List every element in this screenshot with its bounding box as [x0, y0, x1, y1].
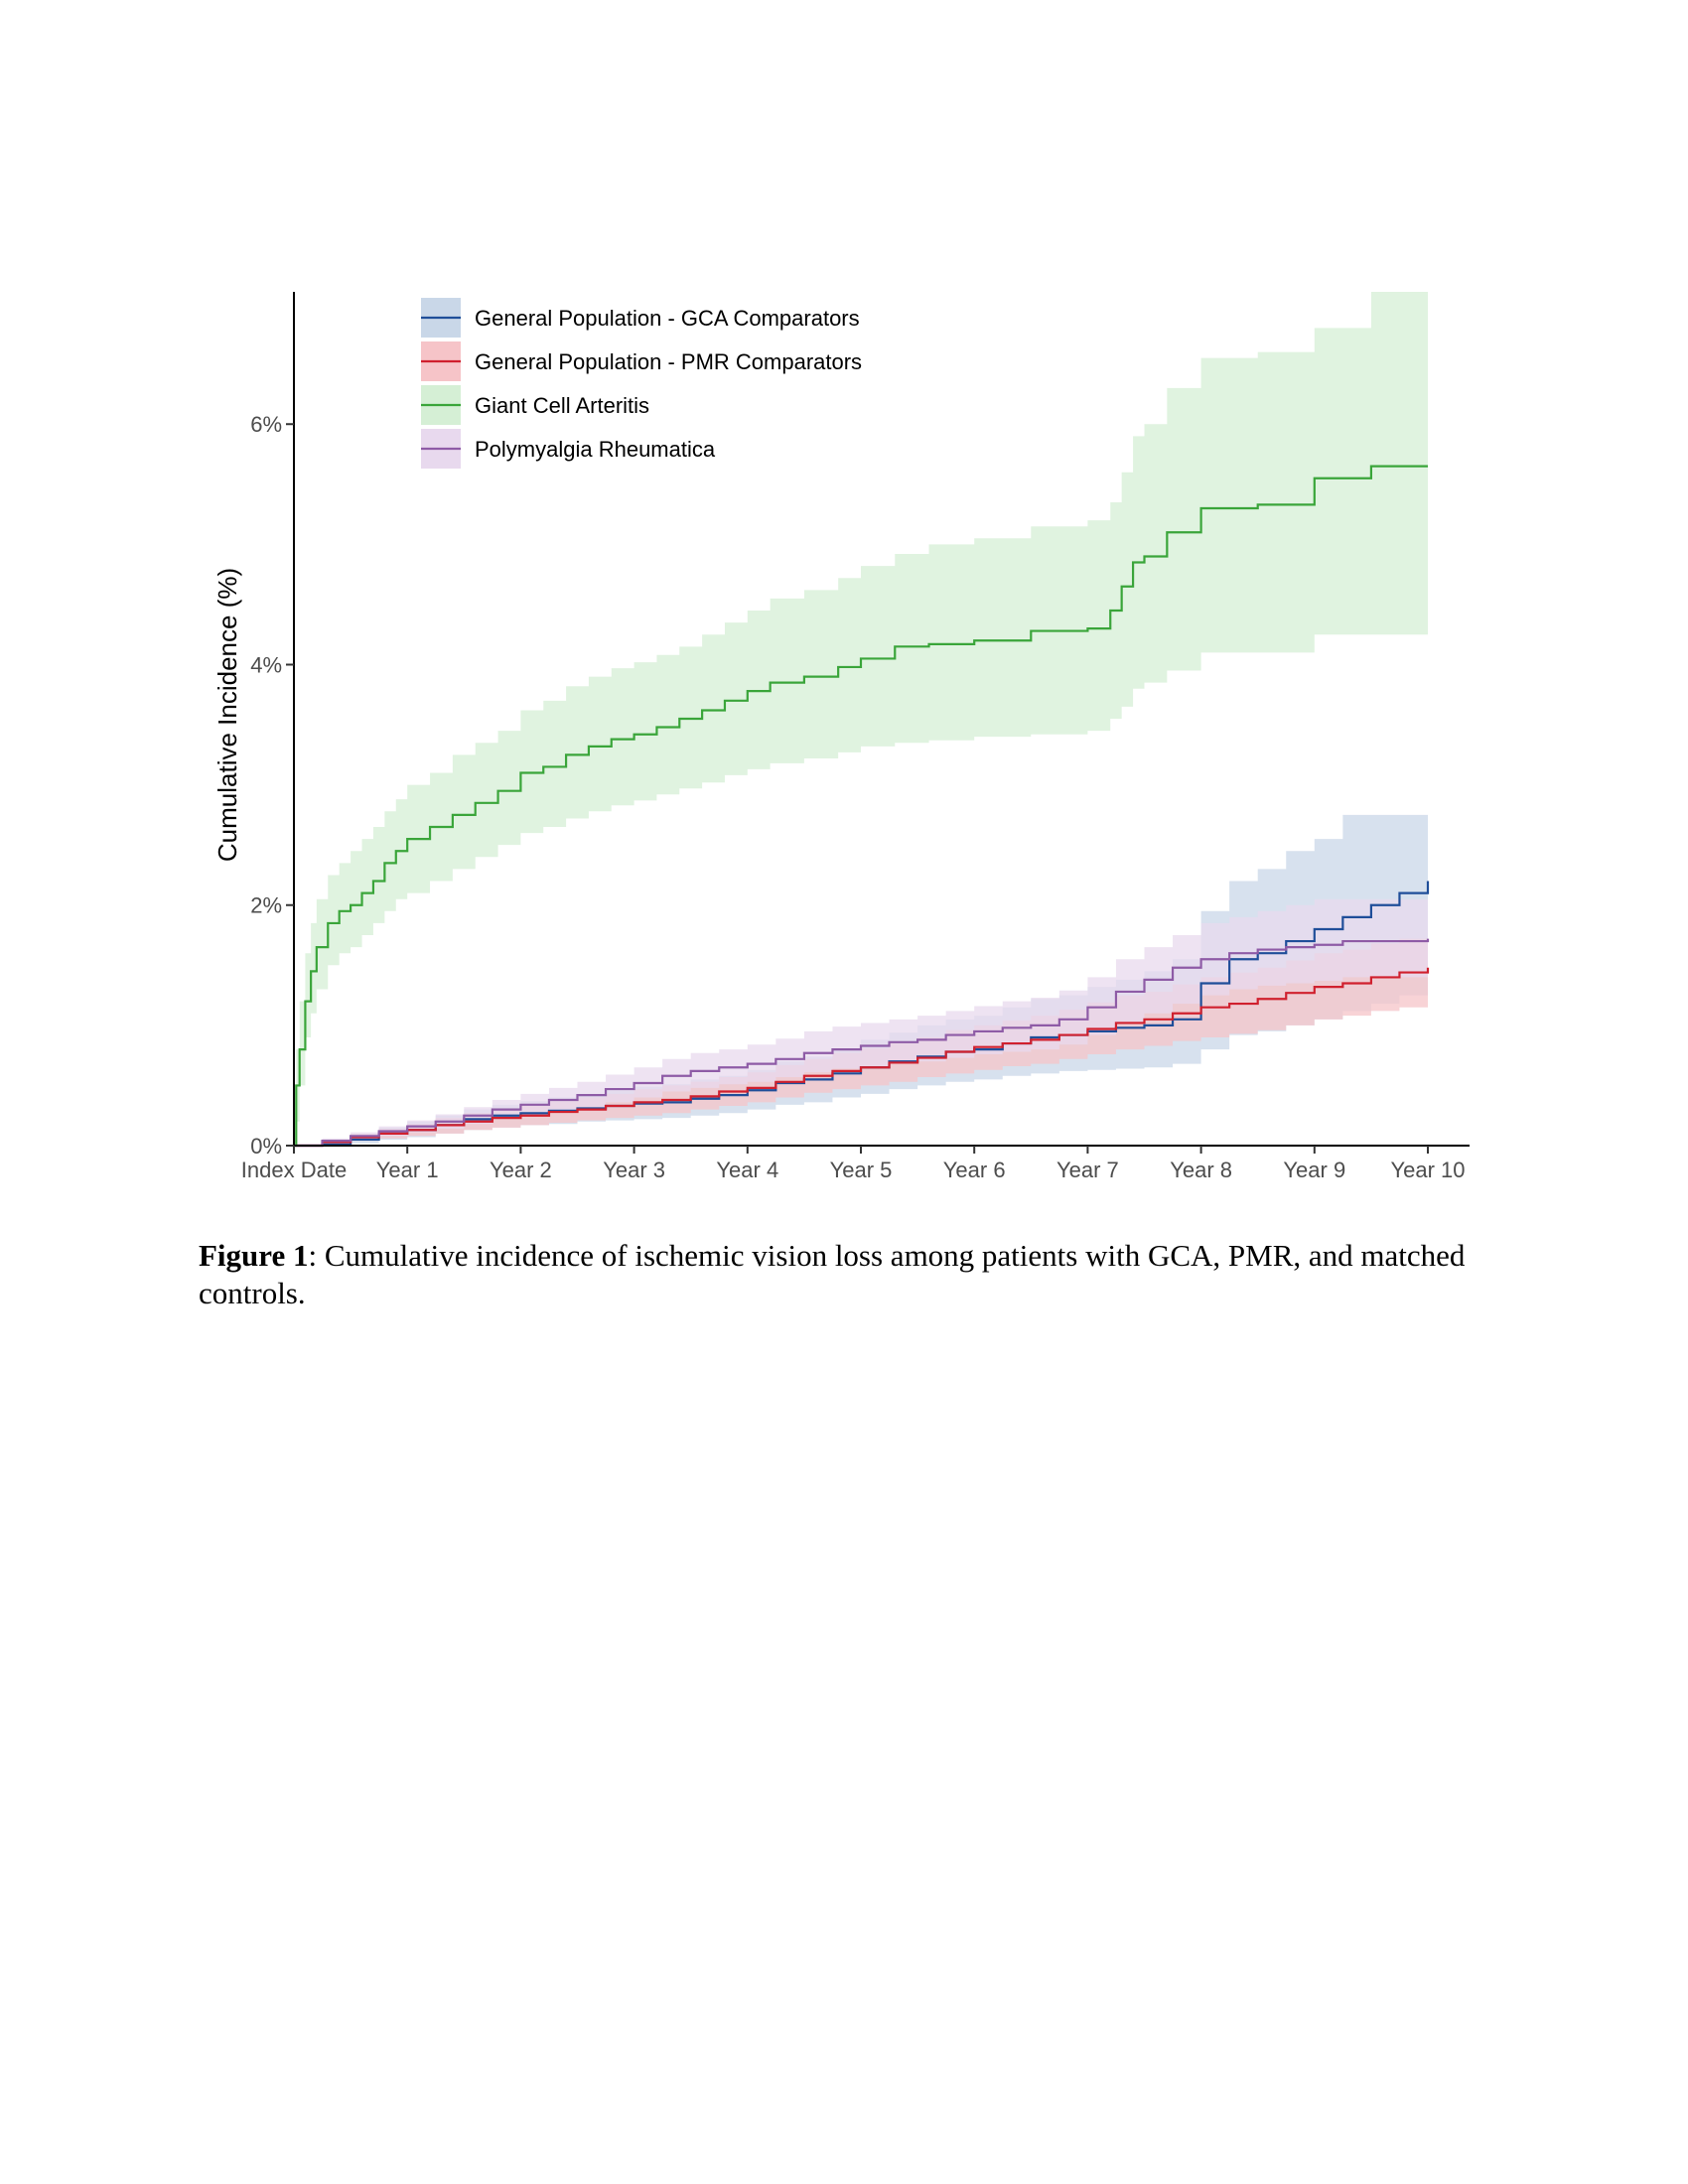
x-tick-label: Year 5 — [830, 1158, 893, 1182]
series-line-giant-cell-arteritis — [294, 465, 1428, 1148]
x-tick-label: Year 10 — [1390, 1158, 1465, 1182]
legend-label: General Population - PMR Comparators — [475, 349, 862, 374]
figure-caption: Figure 1: Cumulative incidence of ischem… — [199, 1237, 1489, 1312]
y-tick-label: 4% — [250, 652, 282, 677]
x-tick-label: Year 8 — [1170, 1158, 1232, 1182]
x-tick-label: Year 2 — [490, 1158, 552, 1182]
legend-item-giant-cell-arteritis: Giant Cell Arteritis — [421, 385, 649, 425]
legend-label: Giant Cell Arteritis — [475, 393, 649, 418]
y-tick-label: 6% — [250, 412, 282, 437]
figure-caption-text: : Cumulative incidence of ischemic visio… — [199, 1238, 1466, 1310]
series-line-polymyalgia-rheumatica — [294, 938, 1430, 1148]
x-tick-label: Year 6 — [943, 1158, 1006, 1182]
legend-item-general-population-pmr-comparators: General Population - PMR Comparators — [421, 341, 862, 381]
axes: Index Date Year 1 Year 2 Year 3 Year 4 Year 5… — [241, 292, 1470, 1182]
x-tick-label: Year 3 — [603, 1158, 665, 1182]
y-axis-title: Cumulative Incidence (%) — [212, 568, 242, 862]
confidence-band-general-population-gca-comparators — [294, 778, 1428, 1146]
figure: Index Date Year 1 Year 2 Year 3 Year 4 Year 5… — [199, 292, 1470, 1310]
legend-item-general-population-gca-comparators: General Population - GCA Comparators — [421, 298, 860, 338]
x-tick-label: Index Date — [241, 1158, 347, 1182]
x-tick-label: Year 4 — [716, 1158, 778, 1182]
figure-label: Figure 1 — [199, 1238, 309, 1273]
legend-label: General Population - GCA Comparators — [475, 306, 860, 331]
legend-item-polymyalgia-rheumatica: Polymyalgia Rheumatica — [421, 429, 716, 469]
confidence-band-polymyalgia-rheumatica — [294, 898, 1428, 1146]
x-tick-label: Year 9 — [1283, 1158, 1345, 1182]
legend: General Population - GCA Comparators Gene… — [421, 298, 862, 469]
x-tick-label: Year 1 — [376, 1158, 439, 1182]
series-line-general-population-pmr-comparators — [294, 967, 1430, 1148]
x-tick-label: Year 7 — [1056, 1158, 1119, 1182]
series-lines — [294, 465, 1430, 1148]
confidence-bands — [294, 292, 1428, 1146]
cumulative-incidence-chart: Index Date Year 1 Year 2 Year 3 Year 4 Year 5… — [212, 292, 1470, 1182]
legend-label: Polymyalgia Rheumatica — [475, 437, 716, 462]
confidence-band-giant-cell-arteritis — [294, 292, 1428, 1146]
y-tick-label: 2% — [250, 893, 282, 918]
y-tick-label: 0% — [250, 1134, 282, 1159]
